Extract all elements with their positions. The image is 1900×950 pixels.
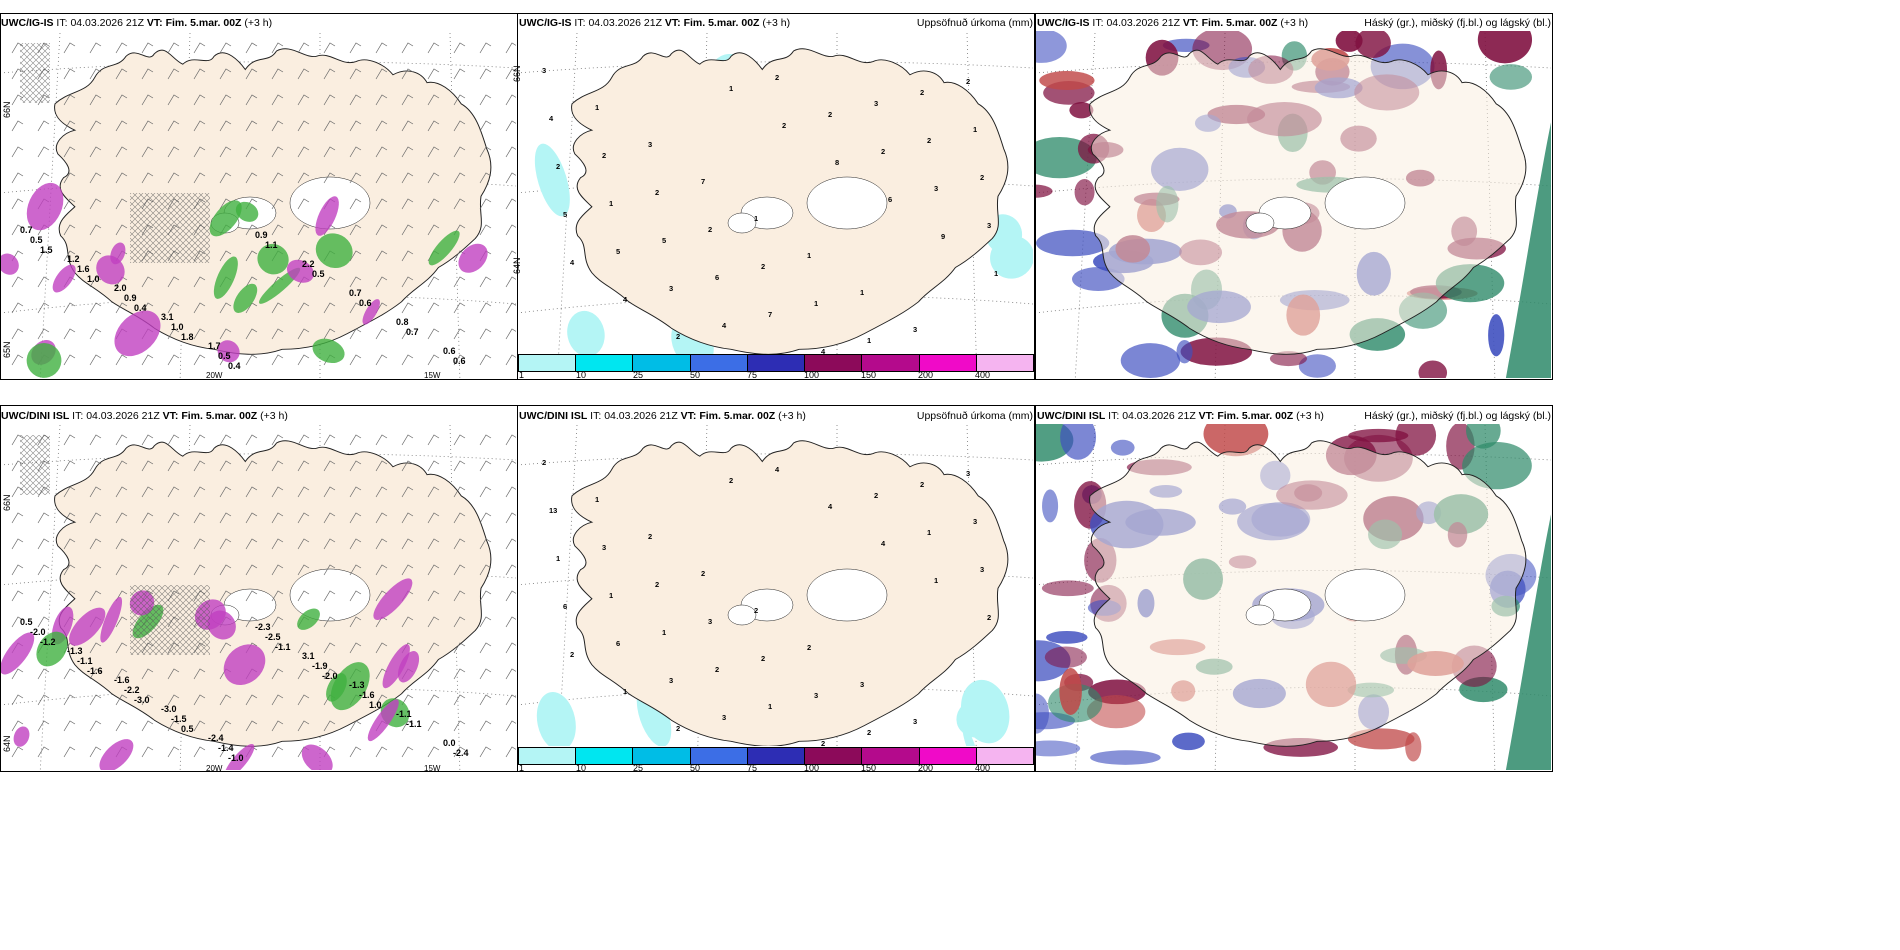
colorbar-swatch [976,355,1033,371]
header-3-right: Háský (gr.), miðský (fj.bl.) og lágský (… [1364,17,1551,29]
colorbar-swatch [519,355,577,371]
colorbar-swatch [633,748,691,764]
colorbar-swatch [633,355,691,371]
panel-dini-cloud [1035,405,1553,772]
colorbar-swatch [576,355,634,371]
tick: 150 [861,763,877,773]
tick: 25 [633,370,644,380]
panel-igis-cloud [1035,13,1553,380]
colorbar-swatch [747,355,806,371]
header-6: UWC/DINI ISL IT: 04.03.2026 21Z VT: Fim.… [1037,410,1324,422]
tick: 100 [804,763,820,773]
tick: 10 [576,763,587,773]
colorbar-swatch [519,748,577,764]
tick: 75 [747,763,758,773]
tick: 150 [861,370,877,380]
colorbar-swatch [805,355,863,371]
colorbar-swatch [919,748,977,764]
colorbar-swatch [690,355,748,371]
panel-igis-wind [0,13,518,380]
tick: 1 [519,763,525,773]
colorbar-swatch [919,355,977,371]
lat-label-64n-b: 64N [2,735,12,752]
colorbar-swatch [690,748,748,764]
lat-label-66n-p: 66N [512,65,522,82]
lat-label-65n: 65N [2,341,12,358]
tick: 25 [633,763,644,773]
panel-dini-precip [517,405,1035,772]
tick: 75 [747,370,758,380]
header-6-right: Háský (gr.), miðský (fj.bl.) og lágský (… [1364,410,1551,422]
header-3: UWC/IG-IS IT: 04.03.2026 21Z VT: Fim. 5.… [1037,17,1309,29]
colorbar-ticks-bottom: 1 10 25 50 75 100 150 200 400 [518,763,1032,775]
tick: 10 [576,370,587,380]
tick: 100 [804,370,820,380]
header-5-right: Uppsöfnuð úrkoma (mm) [916,410,1033,422]
lat-label-66n: 66N [2,101,12,118]
colorbar-swatch [747,748,806,764]
lon-label-15w-b: 15W [424,764,441,773]
lat-label-66n-b: 66N [2,494,12,511]
tick: 400 [975,763,991,773]
tick: 200 [918,370,934,380]
tick: 50 [690,370,701,380]
lon-label-15w: 15W [424,371,441,380]
colorbar-ticks-top: 1 10 25 50 75 100 150 200 400 [518,370,1032,382]
tick: 1 [519,370,525,380]
colorbar-swatch [805,748,863,764]
tick: 50 [690,763,701,773]
colorbar-swatch [862,355,920,371]
header-2: UWC/IG-IS IT: 04.03.2026 21Z VT: Fim. 5.… [519,17,791,29]
colorbar-swatch [976,748,1033,764]
colorbar-bottom [518,747,1034,765]
colorbar-top [518,354,1034,372]
tick: 400 [975,370,991,380]
colorbar-swatch [862,748,920,764]
tick: 200 [918,763,934,773]
panel-dini-wind [0,405,518,772]
header-1: UWC/IG-IS IT: 04.03.2026 21Z VT: Fim. 5.… [1,17,273,29]
lat-label-64n-p: 64N [512,257,522,274]
lon-label-20w: 20W [206,371,223,380]
header-2-right: Uppsöfnuð úrkoma (mm) [916,17,1033,29]
header-5: UWC/DINI ISL IT: 04.03.2026 21Z VT: Fim.… [519,410,806,422]
panel-igis-precip [517,13,1035,380]
header-4: UWC/DINI ISL IT: 04.03.2026 21Z VT: Fim.… [1,410,288,422]
colorbar-swatch [576,748,634,764]
lon-label-20w-b: 20W [206,764,223,773]
